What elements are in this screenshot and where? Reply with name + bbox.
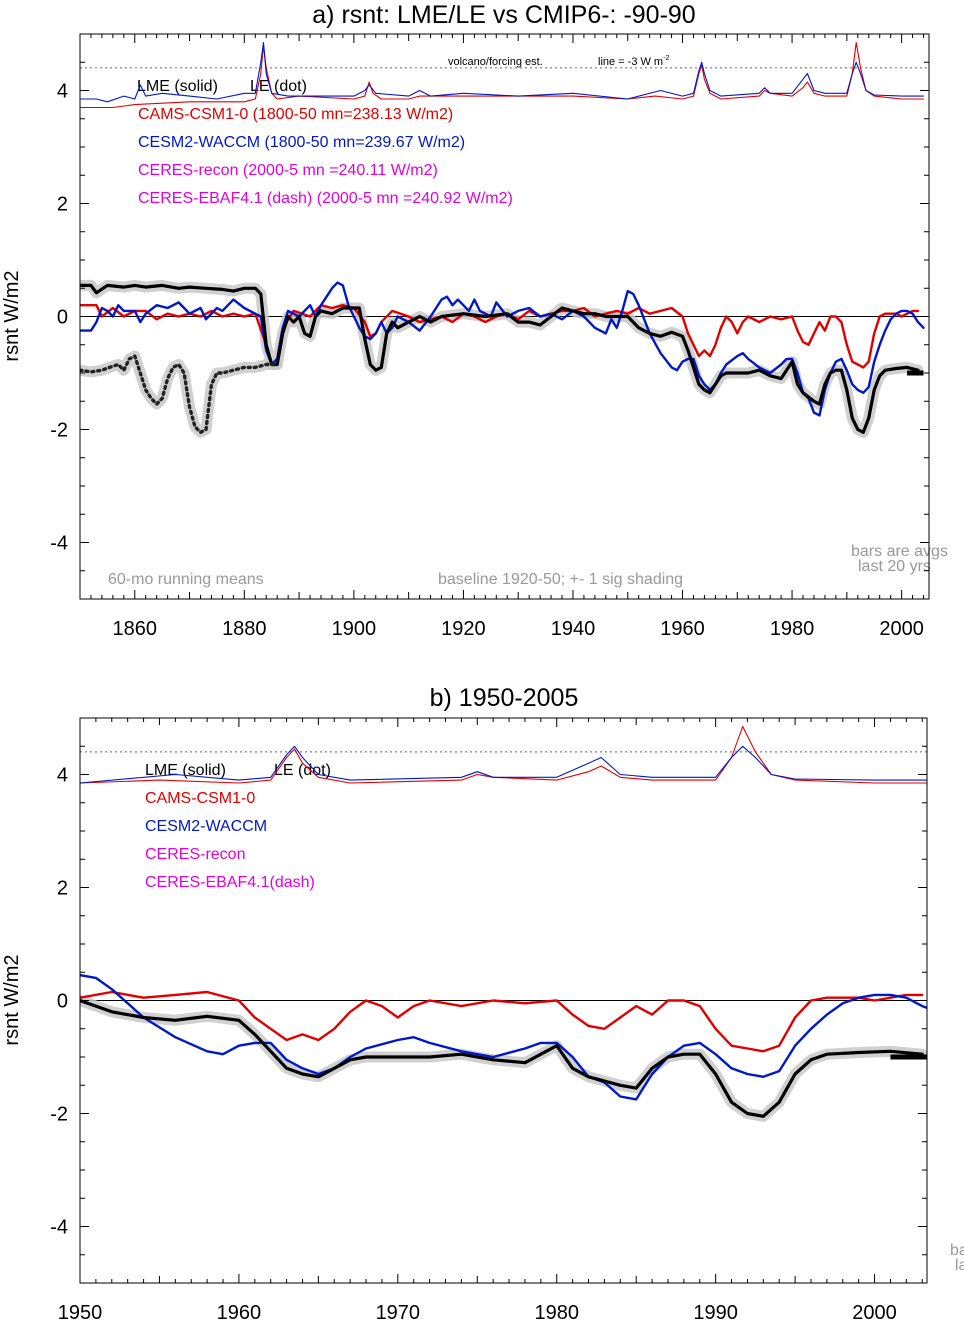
- panel-a-ylabel: rsnt W/m2: [1, 270, 23, 361]
- panel-a-line-note-text: line = -3 W m: [598, 56, 663, 68]
- panel-a-ytick-label: -2: [50, 420, 68, 442]
- panel-b-series-4: [80, 745, 927, 784]
- panel-a-chart: a) rsnt: LME/LE vs CMIP6-: -90-90 rsnt W…: [1, 1, 948, 640]
- panel-b-ylabel: rsnt W/m2: [1, 954, 23, 1045]
- panel-a-ytick-label: -4: [50, 533, 68, 555]
- panel-a-volcano-note: volcano/forcing est.: [448, 56, 543, 68]
- panel-b-legend-cesm: CESM2-WACCM: [145, 818, 267, 835]
- panel-a-series-3: [80, 281, 925, 417]
- panel-b-xtick-label: 1950: [58, 1302, 103, 1324]
- panel-b-title: b) 1950-2005: [430, 684, 579, 712]
- panel-a-ytick-label: 0: [57, 307, 68, 329]
- panel-a-ytick-label: 2: [57, 194, 68, 216]
- panel-b-ytick-label: 4: [57, 765, 68, 787]
- panel-b-ytick-label: 2: [57, 878, 68, 900]
- panel-a-xtick-label: 1920: [441, 618, 486, 640]
- panel-a-baseline-note: baseline 1920-50; +- 1 sig shading: [438, 571, 683, 588]
- panel-a-series-1: [80, 354, 279, 434]
- panel-a-xtick-label: 1960: [660, 618, 705, 640]
- panel-a-bars-note-1: bars are avgs: [851, 543, 948, 560]
- panel-b-xtick-label: 2000: [852, 1302, 897, 1324]
- panel-a-series-2: [80, 304, 920, 369]
- panel-a-xtick-label: 1980: [770, 618, 815, 640]
- panel-b-legend-ceres-ebaf: CERES-EBAF4.1(dash): [145, 874, 315, 891]
- panel-b-ytick-label: -2: [50, 1104, 68, 1126]
- panel-b-series-2: [80, 973, 927, 1101]
- panel-b-xtick-label: 1970: [376, 1302, 421, 1324]
- panel-a-series-5: [80, 41, 925, 103]
- panel-a-xtick-label: 1880: [222, 618, 267, 640]
- panel-a-bars-note-2: last 20 yrs: [858, 558, 931, 575]
- panel-a-legend-ceres-recon: CERES-recon (2000-5 mn =240.11 W/m2): [138, 162, 438, 179]
- panel-b-bars-note-1: ba: [950, 1242, 964, 1259]
- panel-b-ytick-label: -4: [50, 1217, 68, 1239]
- panel-b-series-1: [80, 990, 924, 1053]
- panel-a-xtick-label: 1940: [551, 618, 596, 640]
- panel-b-ytick-label: 0: [57, 991, 68, 1013]
- panel-b-legend-le: LE (dot): [274, 762, 331, 779]
- panel-a-line-note-sup: -2: [663, 55, 669, 62]
- panel-a-title: a) rsnt: LME/LE vs CMIP6-: -90-90: [312, 1, 695, 29]
- panel-a-legend-cesm: CESM2-WACCM (1800-50 mn=239.67 W/m2): [138, 134, 465, 151]
- panel-b-legend-ceres-recon: CERES-recon: [145, 846, 245, 863]
- panel-b-data: [80, 725, 927, 1122]
- panel-a-xtick-label: 2000: [879, 618, 924, 640]
- panel-a-ytick-label: 4: [57, 81, 68, 103]
- panel-b-series-3: [80, 725, 927, 784]
- panel-a-legend-ceres-ebaf: CERES-EBAF4.1 (dash) (2000-5 mn =240.92 …: [138, 190, 513, 207]
- panel-a-xtick-label: 1900: [332, 618, 377, 640]
- panel-b-legend-lme: LME (solid): [145, 762, 226, 779]
- panel-b-series-0: [80, 998, 924, 1118]
- panel-a-xtick-label: 1860: [113, 618, 158, 640]
- panel-a-line-note: line = -3 W m-2: [598, 55, 669, 68]
- panel-b-xtick-label: 1980: [534, 1302, 579, 1324]
- panel-b-xtick-label: 1990: [693, 1302, 738, 1324]
- panel-a-running-note: 60-mo running means: [108, 571, 264, 588]
- panel-b-xtick-label: 1960: [217, 1302, 262, 1324]
- panel-a-legend-cams: CAMS-CSM1-0 (1800-50 mn=238.13 W/m2): [138, 106, 453, 123]
- panel-b-legend-cams: CAMS-CSM1-0: [145, 790, 255, 807]
- panel-b-bars-note-2: la: [955, 1257, 964, 1274]
- panel-b-chart: b) 1950-2005 rsnt W/m2 LME (solid) LE (d…: [1, 684, 964, 1324]
- panel-a-legend-le: LE (dot): [250, 78, 307, 95]
- panel-a-legend-lme: LME (solid): [137, 78, 218, 95]
- panel-a-data: [80, 41, 929, 438]
- panel-a-series-0: [80, 283, 920, 434]
